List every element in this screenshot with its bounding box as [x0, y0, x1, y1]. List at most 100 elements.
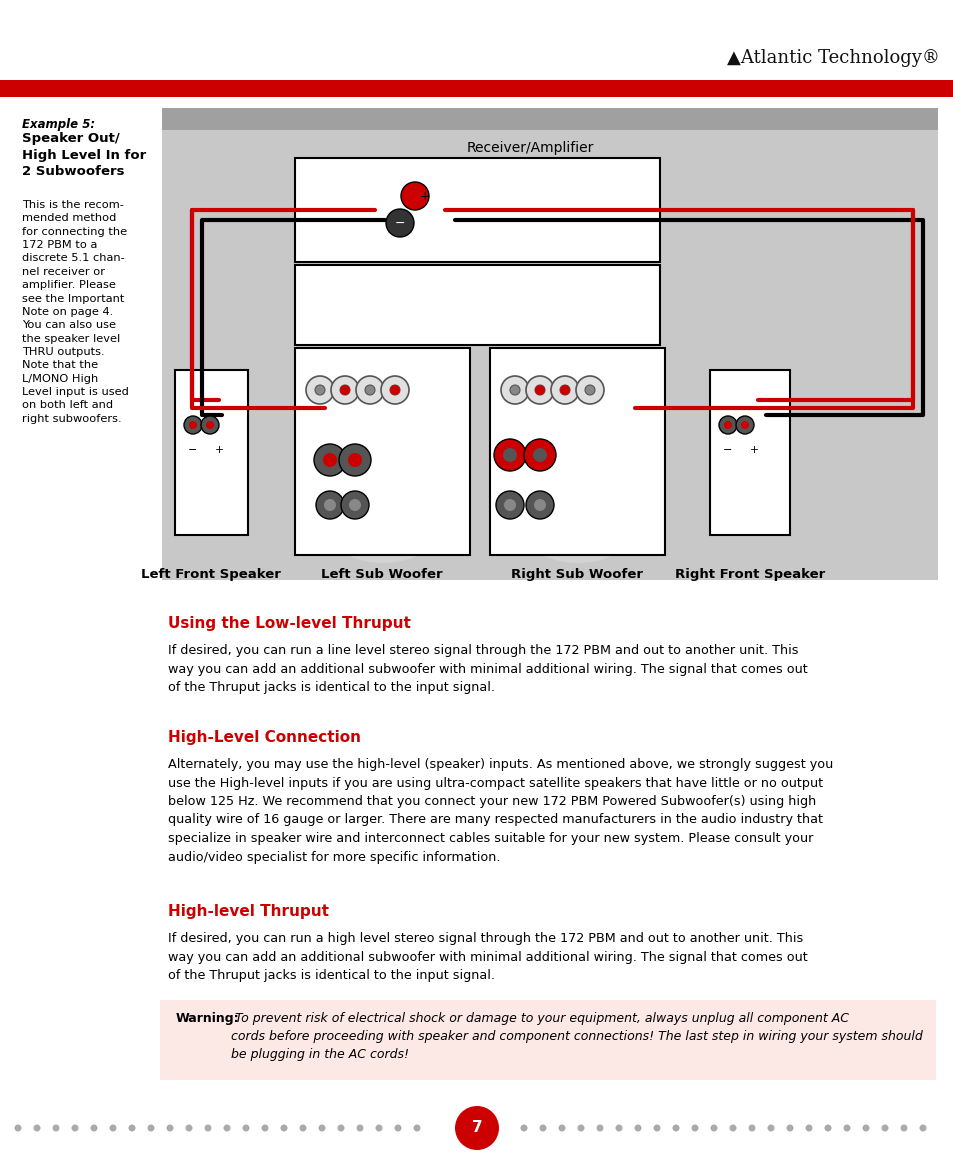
- Circle shape: [534, 500, 545, 511]
- Circle shape: [380, 376, 409, 404]
- Bar: [162, 108, 937, 580]
- Text: Receiver/Amplifier: Receiver/Amplifier: [466, 141, 593, 155]
- Circle shape: [91, 1124, 97, 1131]
- Text: If desired, you can run a line level stereo signal through the 172 PBM and out t: If desired, you can run a line level ste…: [168, 644, 807, 694]
- Circle shape: [535, 385, 544, 395]
- Circle shape: [520, 1124, 527, 1131]
- Circle shape: [493, 393, 662, 563]
- Circle shape: [672, 1124, 679, 1131]
- Circle shape: [338, 444, 371, 476]
- Circle shape: [862, 1124, 868, 1131]
- Circle shape: [297, 393, 468, 563]
- Circle shape: [577, 1124, 584, 1131]
- Text: +: +: [419, 190, 430, 203]
- Circle shape: [525, 376, 554, 404]
- Circle shape: [324, 500, 335, 511]
- Text: −     +: − +: [188, 445, 224, 455]
- Circle shape: [767, 1124, 774, 1131]
- Circle shape: [729, 1124, 736, 1131]
- Circle shape: [340, 491, 369, 519]
- Circle shape: [584, 385, 595, 395]
- Circle shape: [535, 385, 544, 395]
- Circle shape: [496, 491, 523, 519]
- Circle shape: [201, 416, 219, 433]
- Circle shape: [348, 453, 361, 467]
- Text: −: −: [395, 217, 405, 229]
- Circle shape: [395, 1124, 401, 1131]
- Circle shape: [710, 1124, 717, 1131]
- Circle shape: [634, 1124, 640, 1131]
- Circle shape: [261, 1124, 268, 1131]
- Circle shape: [615, 1124, 622, 1131]
- Circle shape: [559, 385, 569, 395]
- Circle shape: [596, 1124, 603, 1131]
- Circle shape: [881, 1124, 887, 1131]
- Bar: [162, 108, 937, 130]
- Circle shape: [337, 1124, 344, 1131]
- Text: Right Sub Woofer: Right Sub Woofer: [511, 568, 642, 581]
- Circle shape: [510, 385, 519, 395]
- Bar: [490, 348, 664, 555]
- Text: Speaker Out/
High Level In for
2 Subwoofers: Speaker Out/ High Level In for 2 Subwoof…: [22, 132, 146, 178]
- Bar: [160, 1000, 935, 1080]
- Bar: [294, 158, 659, 262]
- Circle shape: [280, 1124, 287, 1131]
- Circle shape: [390, 385, 399, 395]
- Circle shape: [494, 439, 525, 471]
- Circle shape: [559, 385, 569, 395]
- Text: Warning:: Warning:: [175, 1012, 239, 1025]
- Text: Left Sub Woofer: Left Sub Woofer: [321, 568, 442, 581]
- Circle shape: [502, 449, 517, 462]
- Bar: [294, 265, 659, 345]
- Circle shape: [900, 1124, 906, 1131]
- Circle shape: [167, 1124, 173, 1131]
- Circle shape: [365, 385, 375, 395]
- Circle shape: [71, 1124, 78, 1131]
- Text: Alternately, you may use the high-level (speaker) inputs. As mentioned above, we: Alternately, you may use the high-level …: [168, 758, 832, 863]
- Circle shape: [503, 500, 516, 511]
- Text: Right Front Speaker: Right Front Speaker: [674, 568, 824, 581]
- Circle shape: [691, 1124, 698, 1131]
- Circle shape: [533, 449, 546, 462]
- Text: 7: 7: [471, 1121, 482, 1136]
- Text: High-level Thruput: High-level Thruput: [168, 904, 329, 919]
- Circle shape: [748, 1124, 755, 1131]
- Circle shape: [206, 421, 213, 429]
- Text: To prevent risk of electrical shock or damage to your equipment, always unplug a: To prevent risk of electrical shock or d…: [231, 1012, 922, 1060]
- Circle shape: [804, 1124, 812, 1131]
- Circle shape: [455, 1106, 498, 1150]
- Circle shape: [719, 416, 737, 433]
- Circle shape: [331, 376, 358, 404]
- Circle shape: [413, 1124, 420, 1131]
- Circle shape: [299, 1124, 306, 1131]
- Circle shape: [339, 385, 350, 395]
- Circle shape: [723, 421, 731, 429]
- Circle shape: [842, 1124, 850, 1131]
- Circle shape: [390, 385, 399, 395]
- Circle shape: [735, 416, 753, 433]
- Circle shape: [223, 1124, 231, 1131]
- Circle shape: [189, 421, 196, 429]
- Text: −     +: − +: [722, 445, 759, 455]
- Circle shape: [339, 385, 350, 395]
- Bar: [174, 370, 248, 535]
- Circle shape: [349, 500, 360, 511]
- Circle shape: [386, 209, 414, 236]
- Circle shape: [653, 1124, 659, 1131]
- Circle shape: [184, 416, 202, 433]
- Circle shape: [823, 1124, 831, 1131]
- Circle shape: [33, 1124, 40, 1131]
- Circle shape: [242, 1124, 250, 1131]
- Text: Example 5:: Example 5:: [22, 118, 95, 131]
- Circle shape: [523, 439, 556, 471]
- Circle shape: [52, 1124, 59, 1131]
- Circle shape: [558, 1124, 565, 1131]
- Circle shape: [375, 1124, 382, 1131]
- Circle shape: [500, 376, 529, 404]
- Circle shape: [400, 182, 429, 210]
- Text: High-Level Connection: High-Level Connection: [168, 730, 360, 745]
- Text: ▲Atlantic Technology®: ▲Atlantic Technology®: [726, 49, 939, 67]
- Circle shape: [14, 1124, 22, 1131]
- Circle shape: [576, 376, 603, 404]
- Circle shape: [314, 385, 325, 395]
